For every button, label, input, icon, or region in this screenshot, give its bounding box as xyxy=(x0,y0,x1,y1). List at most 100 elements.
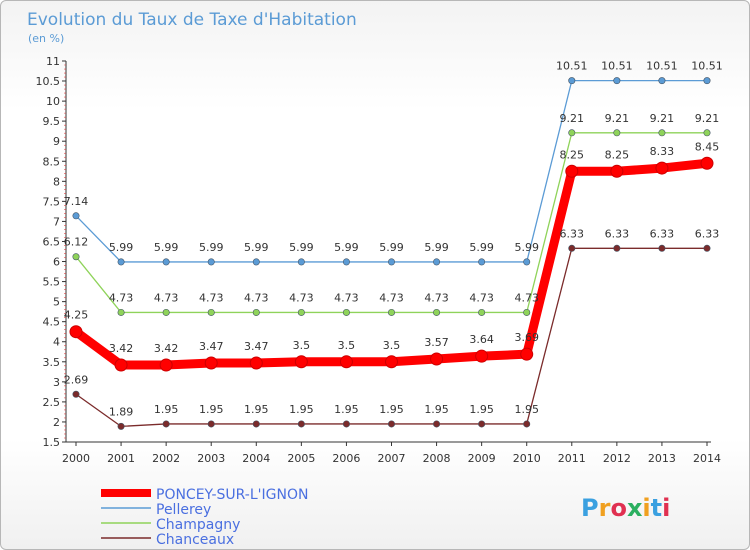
data-label: 5.99 xyxy=(109,241,134,254)
data-label: 1.95 xyxy=(469,403,494,416)
data-label: 4.73 xyxy=(469,291,494,304)
data-point xyxy=(252,258,260,266)
data-point xyxy=(387,420,395,428)
x-tick-label: 2014 xyxy=(693,452,721,465)
x-tick-label: 2013 xyxy=(648,452,676,465)
data-label: 10.51 xyxy=(556,60,588,73)
data-label: 6.33 xyxy=(695,227,720,240)
data-point xyxy=(294,355,308,369)
data-label: 10.51 xyxy=(601,60,633,73)
x-tick-label: 2006 xyxy=(332,452,360,465)
data-point xyxy=(703,129,711,137)
data-point xyxy=(117,422,125,430)
y-tick-label: 3.5 xyxy=(43,356,61,369)
data-point xyxy=(207,420,215,428)
data-point xyxy=(342,420,350,428)
legend-label: PONCEY-SUR-L'IGNON xyxy=(156,487,308,503)
data-point xyxy=(523,420,531,428)
data-point xyxy=(162,258,170,266)
data-point xyxy=(613,77,621,85)
data-label: 4.73 xyxy=(424,291,449,304)
data-label: 3.5 xyxy=(293,339,311,352)
data-point xyxy=(297,308,305,316)
data-label: 1.95 xyxy=(424,403,449,416)
data-label: 6.33 xyxy=(560,227,585,240)
data-point xyxy=(204,356,218,370)
data-point xyxy=(249,356,263,370)
data-label: 9.21 xyxy=(560,112,585,125)
data-point xyxy=(568,244,576,252)
data-point xyxy=(433,258,441,266)
data-point xyxy=(430,352,444,366)
logo-letter: r xyxy=(599,494,611,522)
data-point xyxy=(162,420,170,428)
y-tick-label: 1.5 xyxy=(43,436,61,449)
data-label: 4.73 xyxy=(109,291,134,304)
x-tick-label: 2012 xyxy=(603,452,631,465)
data-point xyxy=(72,212,80,220)
data-point xyxy=(658,77,666,85)
data-point xyxy=(700,156,714,170)
y-tick-label: 4 xyxy=(53,336,60,349)
y-tick-label: 2.5 xyxy=(43,396,61,409)
data-point xyxy=(610,164,624,178)
x-tick-label: 2005 xyxy=(287,452,315,465)
data-label: 8.45 xyxy=(695,140,720,153)
data-label: 1.95 xyxy=(379,403,404,416)
data-point xyxy=(478,420,486,428)
data-point xyxy=(523,258,531,266)
data-label: 8.25 xyxy=(605,148,630,161)
data-point xyxy=(520,347,534,361)
data-label: 9.21 xyxy=(650,112,675,125)
data-point xyxy=(339,355,353,369)
y-tick-label: 7.5 xyxy=(43,195,61,208)
data-point xyxy=(342,308,350,316)
y-tick-label: 8 xyxy=(53,175,60,188)
logo-letter: i xyxy=(642,494,650,522)
logo-text: Proxiti xyxy=(581,494,670,522)
data-label: 3.64 xyxy=(469,333,494,346)
logo-letter: o xyxy=(610,494,627,522)
data-point xyxy=(72,390,80,398)
data-label: 5.99 xyxy=(199,241,224,254)
data-label: 5.99 xyxy=(334,241,359,254)
x-tick-label: 2010 xyxy=(513,452,541,465)
x-tick-label: 2007 xyxy=(378,452,406,465)
x-tick-label: 2000 xyxy=(62,452,90,465)
data-point xyxy=(475,349,489,363)
y-tick-label: 8.5 xyxy=(43,155,61,168)
data-point xyxy=(568,129,576,137)
data-label: 1.89 xyxy=(109,405,134,418)
data-label: 8.25 xyxy=(560,148,585,161)
data-label: 8.33 xyxy=(650,145,675,158)
data-point xyxy=(433,308,441,316)
legend-label: Champagny xyxy=(156,517,240,533)
data-label: 5.99 xyxy=(154,241,179,254)
data-label: 6.12 xyxy=(64,236,89,249)
data-point xyxy=(478,308,486,316)
data-label: 4.73 xyxy=(199,291,224,304)
y-tick-label: 4.5 xyxy=(43,316,61,329)
data-label: 7.14 xyxy=(64,195,89,208)
data-point xyxy=(159,358,173,372)
data-label: 1.95 xyxy=(334,403,359,416)
data-point xyxy=(297,258,305,266)
data-point xyxy=(433,420,441,428)
data-point xyxy=(387,308,395,316)
data-label: 3.57 xyxy=(424,336,449,349)
data-point xyxy=(655,161,669,175)
data-point xyxy=(568,77,576,85)
data-label: 1.95 xyxy=(244,403,269,416)
data-label: 5.99 xyxy=(289,241,314,254)
y-tick-label: 2 xyxy=(53,416,60,429)
proxiti-logo: Proxiti xyxy=(581,494,670,522)
data-label: 5.99 xyxy=(514,241,539,254)
logo-letter: t xyxy=(651,494,662,522)
data-label: 4.25 xyxy=(64,309,89,322)
data-point xyxy=(342,258,350,266)
data-point xyxy=(297,420,305,428)
x-tick-label: 2001 xyxy=(107,452,135,465)
data-point xyxy=(162,308,170,316)
y-tick-label: 6.5 xyxy=(43,235,61,248)
